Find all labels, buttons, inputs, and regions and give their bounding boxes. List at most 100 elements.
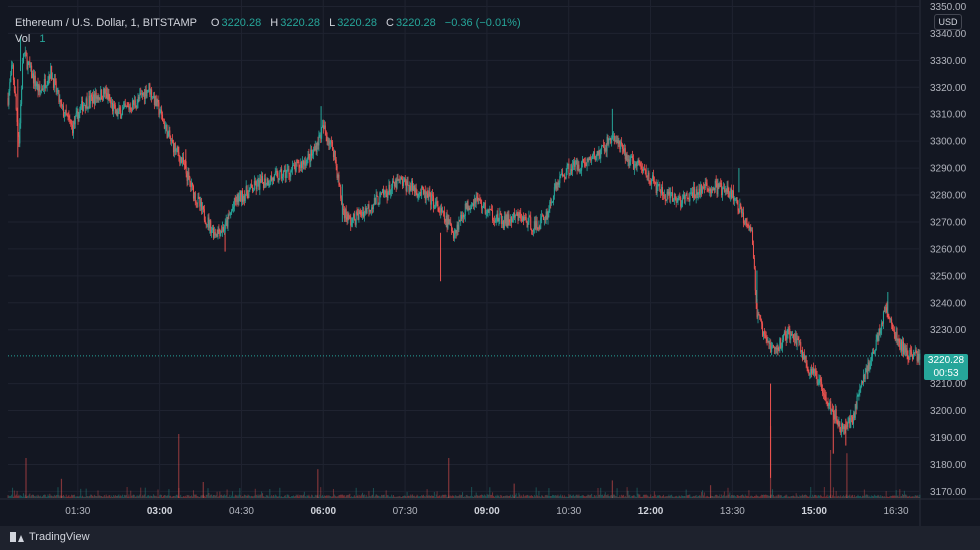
candle-body [313,149,315,151]
symbol-title[interactable]: Ethereum / U.S. Dollar, 1, BITSTAMP [15,17,197,29]
volume-bar [631,495,633,498]
candle-body [796,338,798,346]
volume-bar [858,496,860,498]
candle-body [81,100,83,107]
candle-body [124,103,126,107]
volume-bar [314,494,316,498]
volume-bar [789,496,791,498]
volume-bar [570,494,572,498]
volume-bar [563,495,565,498]
volume-bar [792,495,794,498]
volume-bar [109,495,111,498]
candle-body [774,347,776,349]
candle-body [39,85,41,92]
price-chart[interactable]: 3350.003340.003330.003320.003310.003300.… [0,0,980,526]
volume-bar [333,494,335,498]
candle-body [832,409,834,411]
volume-bar [51,495,53,498]
candle-body [553,187,555,196]
candle-body [44,78,46,88]
candle-body [165,124,167,127]
candle-body [184,164,186,166]
volume-bar [541,495,543,498]
candle-body [20,104,22,124]
candle-body [95,92,97,99]
volume-bar [814,494,816,498]
volume-bar [35,495,37,498]
time-axis[interactable]: 01:30 03:00 04:30 06:00 07:30 09:00 10:30 12:00… [65,506,909,517]
candle-body [592,151,594,155]
candle-body [260,179,262,182]
volume-bar [166,495,168,498]
candle-body [662,187,664,196]
candle-body [434,202,436,209]
candle-body [697,192,699,195]
candle-body [157,99,159,103]
candle-body [365,207,367,213]
volume-bar [619,495,621,498]
volume-bar [236,495,238,498]
volume-bar [173,495,175,498]
volume-bar [718,496,720,498]
volume-bar [556,495,558,498]
candle-body [867,362,869,375]
volume-bar [197,496,199,498]
volume-bar [42,496,44,498]
candle-body [413,185,415,193]
volume-bar [224,495,226,498]
candle-body [596,151,598,157]
volume-bar [341,494,343,498]
candle-body [214,232,216,236]
candle-body [422,186,424,189]
price-axis[interactable]: 3350.003340.003330.003320.003310.003300.… [930,2,967,498]
candle-body [727,185,729,193]
volume-label[interactable]: Vol [15,33,31,45]
volume-bar [18,494,20,498]
volume-bar [882,496,884,498]
volume-bar [854,496,856,498]
candle-body [798,339,800,343]
volume-bar [752,496,754,498]
candle-body [397,179,399,181]
volume-bar [250,496,252,498]
volume-bar [671,494,673,498]
candle-body [296,161,298,163]
candle-body [89,95,91,104]
candle-body [230,213,232,215]
candle-body [22,63,24,89]
candle-body [498,218,500,222]
candle-body [92,96,94,104]
candle-body [16,109,18,123]
candle-body [784,331,786,337]
volume-bar [401,496,403,498]
volume-bar [359,494,361,498]
volume-bar [727,487,729,498]
volume-bar [593,495,595,498]
candle-body [156,99,158,107]
candle-body [182,157,184,163]
tradingview-logo[interactable]: TradingView [10,531,90,543]
volume-bar [451,496,453,498]
candle-body [695,189,697,199]
volume-bar [312,495,314,498]
candle-body [163,121,165,129]
candle-body [305,164,307,166]
candle-body [325,131,327,136]
candle-body [634,164,636,165]
candle-body [361,215,363,216]
currency-button[interactable]: USD [934,14,962,30]
candle-body [862,381,864,384]
candle-body [140,93,142,94]
volume-bar [426,489,428,498]
volume-bar [621,494,623,498]
volume-bar [292,495,294,498]
candle-body [807,366,809,372]
candle-body [172,139,174,143]
volume-bar [617,496,619,498]
volume-bar [432,495,434,498]
volume-bar [779,495,781,498]
candle-body [492,210,494,221]
candle-body [130,107,132,111]
volume-bar [891,495,893,498]
candle-body [285,172,287,179]
